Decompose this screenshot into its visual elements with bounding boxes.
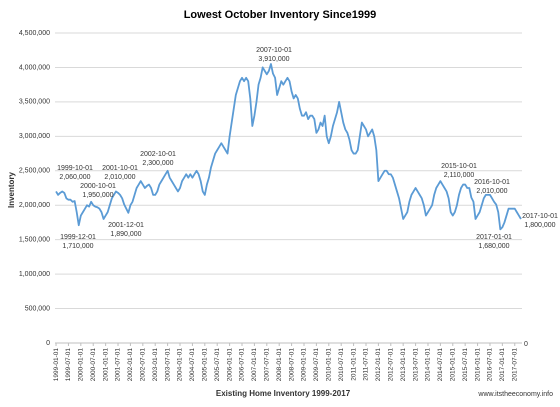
x-tick-label: 2010-01-01 — [326, 348, 333, 382]
series-line — [55, 63, 522, 231]
x-tick-label: 2016-07-01 — [487, 348, 494, 382]
x-tick-label: 2014-01-01 — [425, 348, 432, 382]
x-tick-label: 2013-07-01 — [412, 348, 419, 382]
annotation-value: 1,710,000 — [62, 243, 93, 250]
x-tick-label: 2004-07-01 — [189, 348, 196, 382]
x-tick-label: 2015-07-01 — [462, 348, 469, 382]
x-tick-label: 1999-07-01 — [65, 348, 72, 382]
x-tick-label: 2000-07-01 — [90, 348, 97, 382]
x-tick-label: 2001-01-01 — [102, 348, 109, 382]
x-tick-label: 2004-01-01 — [177, 348, 184, 382]
x-tick-label: 2007-01-01 — [251, 348, 258, 382]
x-tick-label: 2006-07-01 — [239, 348, 246, 382]
annotation-value: 2,010,000 — [104, 174, 135, 181]
x-tick-label: 2003-07-01 — [164, 348, 171, 382]
y-tick-label: 1,000,000 — [19, 271, 50, 278]
x-axis-title: Existing Home Inventory 1999-2017 — [216, 389, 351, 398]
y-tick-label: 4,000,000 — [19, 64, 50, 71]
annotation-date: 1999-12-01 — [60, 234, 96, 241]
annotation-value: 1,950,000 — [82, 192, 113, 199]
annotation-value: 1,890,000 — [110, 231, 141, 238]
y-tick-label: 3,000,000 — [19, 133, 50, 140]
y-tick-label: 3,500,000 — [19, 99, 50, 106]
annotation-date: 2016-10-01 — [474, 179, 510, 186]
x-tick-label: 2007-07-01 — [264, 348, 271, 382]
x-tick-label: 2009-07-01 — [313, 348, 320, 382]
annotation-value: 2,060,000 — [59, 174, 90, 181]
corner-label: 0 — [524, 341, 528, 348]
x-tick-label: 2009-01-01 — [301, 348, 308, 382]
annotation-value: 1,680,000 — [478, 243, 509, 250]
x-tick-label: 2005-01-01 — [202, 348, 209, 382]
annotation-value: 3,910,000 — [258, 56, 289, 63]
x-tick-label: 2008-01-01 — [276, 348, 283, 382]
x-tick-label: 2013-01-01 — [400, 348, 407, 382]
annotation-date: 2015-10-01 — [441, 163, 477, 170]
x-tick-label: 2000-01-01 — [78, 348, 85, 382]
y-axis-title: Inventory — [7, 171, 16, 208]
annotation-date: 2007-10-01 — [256, 47, 292, 54]
annotation-date: 2001-12-01 — [108, 222, 144, 229]
x-tick-label: 2010-07-01 — [338, 348, 345, 382]
x-tick-label: 2014-07-01 — [437, 348, 444, 382]
x-tick-label: 2012-07-01 — [388, 348, 395, 382]
chart-title: Lowest October Inventory Since1999 — [184, 9, 377, 21]
annotation-value: 1,800,000 — [524, 222, 555, 229]
x-tick-label: 2002-01-01 — [127, 348, 134, 382]
x-tick-label: 2005-07-01 — [214, 348, 221, 382]
x-tick-label: 2008-07-01 — [288, 348, 295, 382]
x-tick-label: 1999-01-01 — [53, 348, 60, 382]
x-tick-label: 2006-01-01 — [226, 348, 233, 382]
x-tick-label: 2017-01-01 — [499, 348, 506, 382]
x-tick-label: 2017-07-01 — [511, 348, 518, 382]
annotation-value: 2,010,000 — [476, 188, 507, 195]
annotation-date: 2001-10-01 — [102, 165, 138, 172]
x-tick-label: 2016-01-01 — [474, 348, 481, 382]
annotation-date: 2017-01-01 — [476, 234, 512, 241]
annotation-date: 2000-10-01 — [80, 183, 116, 190]
y-tick-label: 0 — [46, 340, 50, 347]
annotation-value: 2,110,000 — [444, 172, 475, 179]
y-tick-label: 1,500,000 — [19, 237, 50, 244]
x-tick-label: 2011-07-01 — [363, 348, 370, 381]
x-tick-label: 2015-01-01 — [449, 348, 456, 382]
annotation-date: 1999-10-01 — [57, 165, 93, 172]
x-tick-label: 2003-01-01 — [152, 348, 159, 382]
annotation-date: 2017-10-01 — [522, 213, 558, 220]
source: www.itstheeconomy.info — [477, 391, 553, 398]
annotation-date: 2002-10-01 — [140, 151, 176, 158]
x-tick-label: 2001-07-01 — [115, 348, 122, 382]
annotation-value: 2,300,000 — [142, 160, 173, 167]
x-tick-label: 2002-07-01 — [140, 348, 147, 382]
y-tick-label: 2,500,000 — [19, 168, 50, 175]
x-tick-label: 2011-01-01 — [350, 348, 357, 381]
y-tick-label: 4,500,000 — [19, 30, 50, 37]
x-tick-label: 2012-01-01 — [375, 348, 382, 382]
y-tick-label: 2,000,000 — [19, 202, 50, 209]
y-tick-label: 500,000 — [25, 305, 50, 312]
